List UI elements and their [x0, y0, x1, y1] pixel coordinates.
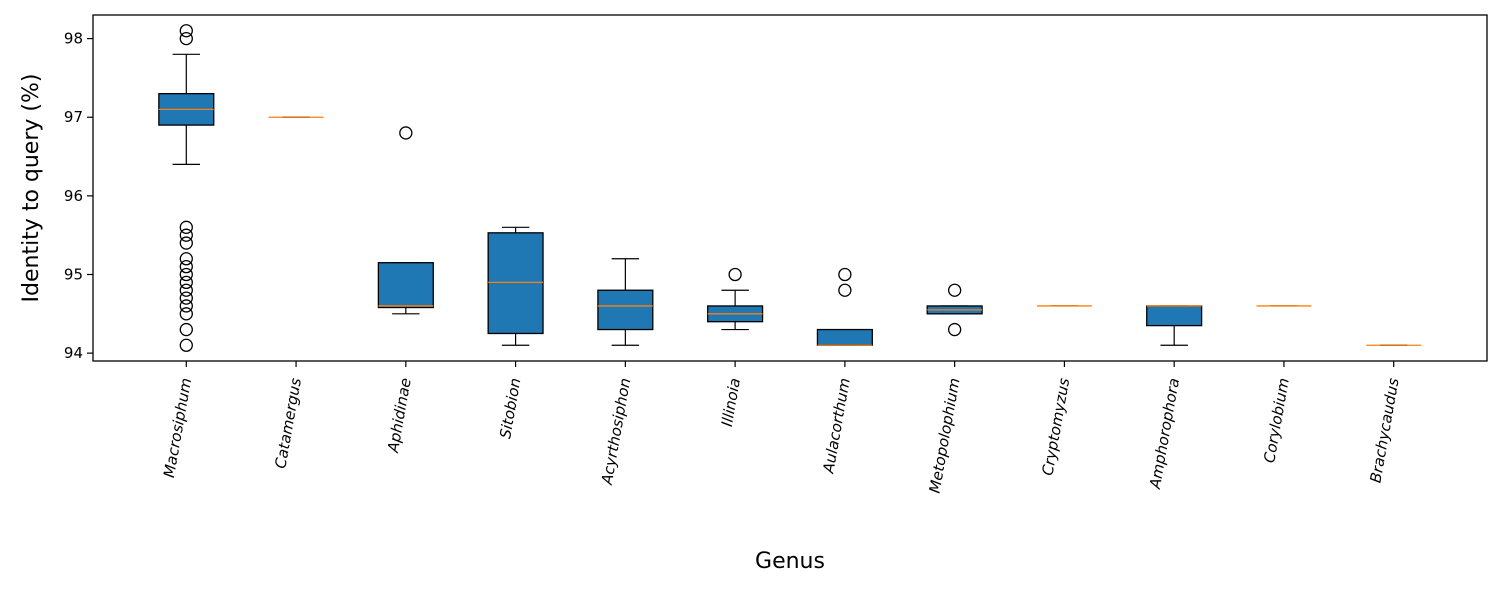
outlier-point	[179, 338, 193, 352]
x-tick-label: Acyrthosiphon	[598, 377, 635, 487]
x-tick-label: Amphorophora	[1146, 377, 1183, 491]
x-axis: Macrosiphum Catamergus Aphidinae Sitobion Ac…	[160, 361, 1403, 495]
outlier-point	[838, 267, 852, 282]
outlier-point	[947, 283, 962, 297]
x-tick-label: Illinoia	[718, 377, 744, 428]
box-group	[158, 24, 215, 352]
x-tick-label: Brachycaudus	[1366, 376, 1402, 484]
box-group	[926, 283, 983, 337]
outlier-point	[179, 322, 193, 337]
outlier-point	[179, 24, 193, 38]
outlier-point	[179, 283, 193, 297]
box-group	[816, 267, 873, 346]
outlier-point	[179, 275, 193, 290]
outlier-point	[728, 267, 742, 282]
x-tick-label: Aulacorthum	[819, 377, 854, 476]
outlier-point	[838, 283, 852, 297]
y-tick-label: 97	[64, 108, 83, 126]
y-tick-label: 95	[64, 266, 83, 284]
outlier-point	[179, 252, 193, 266]
box-group	[707, 267, 764, 331]
box-group	[1146, 305, 1203, 346]
box-iqr	[816, 328, 873, 346]
box-group	[487, 226, 544, 346]
box-group	[377, 126, 434, 315]
outlier-point	[399, 126, 413, 140]
x-tick-label: Cryptomyzus	[1038, 376, 1073, 477]
box-iqr	[377, 262, 434, 309]
outlier-point	[179, 228, 193, 242]
x-tick-label: Sitobion	[496, 377, 524, 440]
x-tick-label: Catamergus	[271, 376, 305, 470]
box-iqr	[597, 289, 654, 331]
outlier-point	[179, 299, 193, 313]
outlier-point	[179, 31, 193, 46]
plot-marks	[158, 24, 1422, 352]
outlier-point	[179, 259, 193, 274]
box-iqr	[1146, 305, 1203, 327]
y-tick-label: 98	[64, 30, 83, 48]
outlier-point	[179, 236, 193, 250]
y-axis-title: Identity to query (%)	[19, 74, 44, 303]
outlier-point	[179, 267, 193, 282]
x-tick-label: Corylobium	[1260, 377, 1293, 465]
outlier-point	[179, 291, 193, 305]
outlier-point	[179, 220, 193, 234]
outlier-point	[179, 307, 193, 321]
outlier-point	[947, 322, 962, 337]
box-group	[597, 258, 654, 346]
y-axis: 94 95 96 97 98	[64, 30, 93, 362]
y-tick-label: 94	[64, 344, 83, 362]
box-iqr	[487, 232, 544, 335]
y-tick-label: 96	[64, 187, 83, 205]
x-tick-label: Macrosiphum	[160, 377, 195, 479]
plot-frame	[92, 14, 1488, 362]
x-tick-label: Metopolophium	[926, 377, 964, 495]
x-axis-title: Genus	[755, 549, 825, 574]
x-tick-label: Aphidinae	[384, 377, 415, 455]
